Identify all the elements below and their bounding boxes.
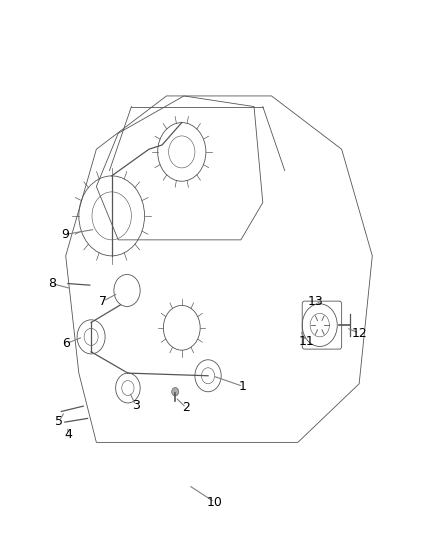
Text: 3: 3 bbox=[132, 399, 140, 411]
Text: 7: 7 bbox=[99, 295, 107, 308]
Text: 6: 6 bbox=[62, 337, 70, 350]
Text: 2: 2 bbox=[182, 401, 190, 414]
Text: 13: 13 bbox=[307, 295, 323, 308]
Text: 12: 12 bbox=[351, 327, 367, 340]
Text: 1: 1 bbox=[239, 380, 247, 393]
Text: 11: 11 bbox=[299, 335, 314, 348]
Text: 9: 9 bbox=[61, 228, 69, 241]
Text: 8: 8 bbox=[48, 277, 56, 290]
Circle shape bbox=[172, 387, 179, 396]
Text: 4: 4 bbox=[64, 428, 72, 441]
Text: 10: 10 bbox=[207, 496, 223, 508]
Text: 5: 5 bbox=[55, 415, 63, 427]
